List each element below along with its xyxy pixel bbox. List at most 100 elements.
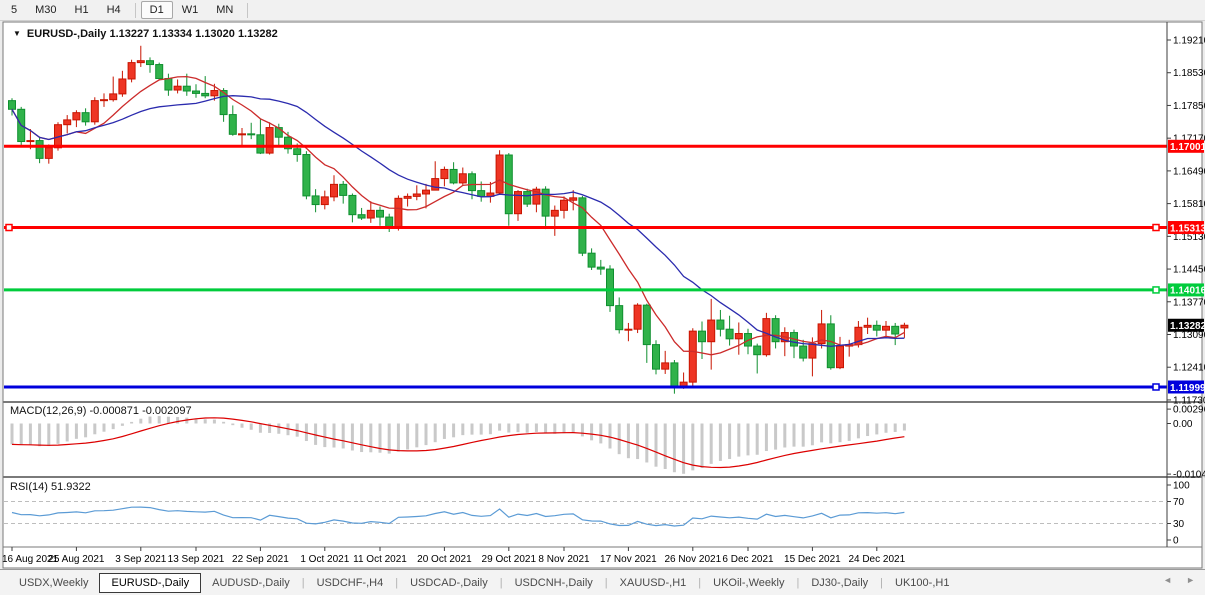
macd-histogram-bar — [452, 423, 456, 438]
rsi-axis-label: 0 — [1173, 536, 1179, 547]
macd-histogram-bar — [718, 423, 722, 461]
tabs-scroll-left-icon[interactable]: ◄ — [1163, 575, 1173, 585]
candle — [81, 108, 90, 126]
candle — [35, 136, 44, 164]
candle — [146, 57, 154, 73]
macd-histogram-bar — [396, 423, 400, 452]
chart-collapse-icon[interactable]: ▼ — [13, 29, 21, 38]
chart-tab-audusd-daily[interactable]: AUDUSD-,Daily — [212, 576, 290, 589]
rsi-axis-label: 100 — [1173, 481, 1190, 492]
tab-separator: | — [604, 576, 608, 589]
panel-separator[interactable] — [3, 476, 1202, 478]
candle — [523, 188, 532, 207]
line-handle[interactable] — [1152, 383, 1160, 391]
price-axis-label: 1.15810 — [1173, 199, 1205, 210]
timeframe-button-h1[interactable]: H1 — [74, 4, 89, 16]
chart-tab-usdcnh-daily[interactable]: USDCNH-,Daily — [514, 576, 593, 589]
moving-average-line — [11, 95, 905, 348]
macd-indicator-label: MACD(12,26,9) -0.000871 -0.002097 — [10, 405, 192, 417]
macd-histogram-bar — [194, 418, 198, 424]
price-axis-label: 1.17170 — [1173, 134, 1205, 145]
macd-histogram-bar — [433, 423, 437, 443]
timeframe-button-d1[interactable]: D1 — [140, 1, 173, 19]
macd-histogram-bar — [350, 423, 354, 451]
macd-histogram-bar — [415, 423, 419, 448]
candle — [633, 303, 642, 334]
macd-signal-line — [11, 417, 905, 469]
candle — [707, 298, 716, 370]
macd-histogram-bar — [617, 423, 621, 455]
date-axis-label: 13 Sep 2021 — [168, 554, 225, 565]
macd-histogram-bar — [212, 419, 216, 424]
candle — [422, 183, 430, 209]
macd-histogram-bar — [672, 423, 676, 473]
candle — [127, 59, 136, 83]
line-handle[interactable] — [5, 223, 13, 232]
chart-tab-ukoil-weekly[interactable]: UKOil-,Weekly — [713, 576, 785, 589]
chart-tab-eurusd-daily[interactable]: EURUSD-,Daily — [99, 572, 202, 593]
candle — [118, 70, 127, 97]
macd-histogram-bar — [277, 423, 281, 434]
chart-tab-xauusd-h1[interactable]: XAUUSD-,H1 — [619, 576, 687, 589]
chart-tab-usdcad-daily[interactable]: USDCAD-,Daily — [410, 576, 488, 589]
price-axis-label: 1.12410 — [1173, 363, 1205, 374]
toolbar-separator — [134, 2, 136, 18]
chart-tab-usdx-weekly[interactable]: USDX,Weekly — [19, 576, 89, 589]
macd-histogram-bar — [203, 419, 207, 424]
macd-histogram-bar — [571, 423, 575, 433]
macd-histogram-bar — [893, 423, 897, 432]
macd-histogram-bar — [580, 423, 584, 437]
candle — [532, 186, 541, 213]
price-tag: 1.15313 — [1168, 221, 1205, 234]
date-axis-label: 11 Oct 2021 — [353, 554, 407, 565]
chart-tab-dj30-daily[interactable]: DJ30-,Daily — [811, 576, 869, 589]
price-tag: 1.13282 — [1168, 318, 1205, 332]
candle — [458, 167, 467, 185]
svg-text:1.14016: 1.14016 — [1170, 286, 1205, 297]
line-handle[interactable] — [1152, 286, 1160, 294]
macd-histogram-bar — [636, 423, 640, 460]
macd-histogram-bar — [562, 423, 566, 434]
date-axis-label: 15 Dec 2021 — [784, 554, 841, 565]
candle — [863, 317, 872, 335]
candle — [569, 190, 578, 211]
macd-histogram-bar — [323, 423, 327, 448]
date-axis-label: 6 Dec 2021 — [722, 554, 774, 565]
chart-tab-uk100-h1[interactable]: UK100-,H1 — [895, 576, 950, 589]
candle — [541, 186, 550, 230]
tabs-scroll-right-icon[interactable]: ► — [1186, 575, 1195, 585]
candle — [238, 128, 246, 147]
candle — [872, 320, 881, 337]
price-axis-label: 1.13770 — [1173, 297, 1205, 308]
macd-histogram-bar — [700, 423, 704, 468]
macd-histogram-bar — [691, 423, 695, 471]
macd-histogram-bar — [249, 423, 253, 430]
svg-text:1.13282: 1.13282 — [1170, 321, 1205, 332]
price-tag: 1.17001 — [1168, 139, 1205, 153]
candle — [652, 340, 660, 375]
chart-symbol-label: EURUSD-,Daily — [26, 28, 107, 40]
candle — [495, 150, 504, 194]
timeframe-button-5[interactable]: 5 — [11, 4, 18, 16]
macd-histogram-bar — [442, 423, 446, 439]
candle — [155, 62, 164, 81]
timeframe-button-w1[interactable]: W1 — [181, 4, 199, 16]
macd-histogram-bar — [553, 423, 557, 434]
macd-histogram-bar — [93, 423, 97, 435]
chart-tab-usdchf-h4[interactable]: USDCHF-,H4 — [316, 576, 384, 589]
panel-separator[interactable] — [3, 401, 1202, 403]
candle — [900, 322, 909, 338]
timeframe-button-mn[interactable]: MN — [216, 4, 234, 16]
price-axis-label: 1.18530 — [1173, 68, 1205, 79]
timeframe-button-m30[interactable]: M30 — [35, 4, 57, 16]
timeframe-button-h4[interactable]: H4 — [106, 4, 121, 16]
candle — [256, 119, 265, 155]
line-handle[interactable] — [1152, 223, 1160, 232]
macd-histogram-bar — [84, 423, 88, 438]
macd-axis-label: 0.00 — [1173, 419, 1193, 430]
macd-histogram-bar — [369, 423, 373, 453]
candle — [615, 297, 624, 334]
chart-title: ▼ EURUSD-,Daily 1.13227 1.13334 1.13020 1… — [13, 28, 278, 40]
candle — [771, 315, 780, 349]
